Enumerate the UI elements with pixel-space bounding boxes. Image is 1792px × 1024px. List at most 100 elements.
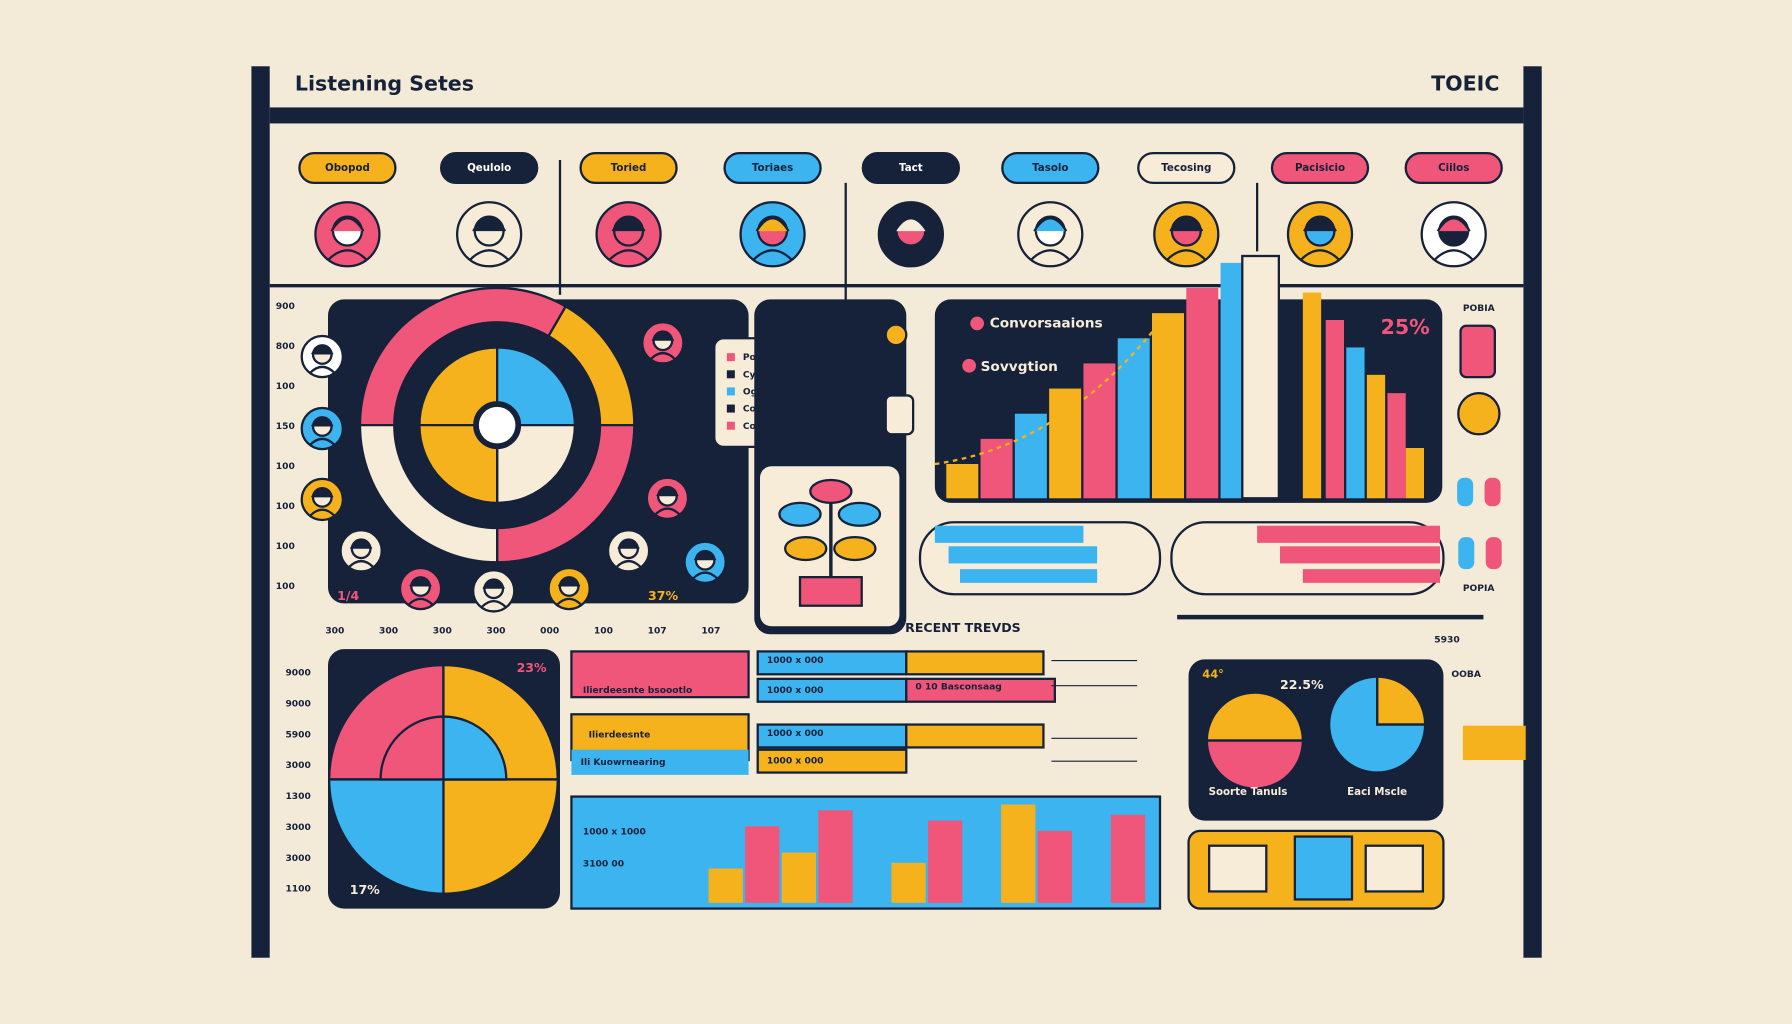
percent: 23%	[517, 660, 547, 675]
avatar-body	[309, 365, 336, 374]
bar	[980, 438, 1013, 499]
icon	[1207, 844, 1268, 893]
legend-swatch	[726, 421, 735, 430]
avatar-hair	[330, 217, 365, 232]
tab-label: Obopod	[325, 162, 370, 174]
tab	[440, 152, 539, 184]
table-cell	[905, 650, 1045, 676]
table-cell	[571, 749, 749, 775]
pie-segment	[496, 424, 577, 505]
avatar-body	[407, 597, 434, 606]
legend-swatch	[726, 353, 735, 362]
tab	[723, 152, 822, 184]
tab	[1137, 152, 1236, 184]
brand: TOEIC	[1431, 72, 1499, 96]
progress	[948, 546, 1098, 564]
star	[884, 323, 908, 347]
avatar-hair	[557, 577, 581, 588]
leaf	[784, 536, 828, 562]
tab	[298, 152, 397, 184]
series-label: Convorsaaions	[990, 315, 1103, 331]
y-tick-label: 100	[276, 502, 295, 512]
percent: 44°	[1202, 667, 1224, 681]
x-tick-label: 300	[486, 626, 505, 636]
pie-label: Soorte Tanuls	[1209, 786, 1288, 798]
table-cell	[756, 748, 908, 774]
percent: 22.5%	[1280, 677, 1324, 692]
trend-line	[934, 321, 1161, 466]
progress	[1257, 525, 1440, 543]
bar	[946, 464, 979, 499]
leaf	[833, 536, 877, 562]
bar	[1152, 313, 1184, 499]
bar	[708, 868, 743, 903]
avatar-hair	[893, 217, 928, 232]
pie-segment	[358, 424, 499, 564]
pie-segment	[418, 424, 499, 505]
y-tick-label: 3000	[285, 823, 310, 833]
avatar-body	[649, 352, 677, 361]
bar	[1110, 814, 1146, 903]
bar	[1049, 388, 1082, 499]
dot	[970, 316, 984, 331]
avatar-body	[752, 249, 793, 261]
tab	[579, 152, 678, 184]
progress	[934, 525, 1084, 543]
y-tick-label: 100	[276, 382, 295, 392]
avatar-hair	[693, 550, 717, 561]
tab-label: Tecosing	[1161, 162, 1211, 174]
icon	[1457, 391, 1501, 436]
fraction: 1/4	[337, 588, 359, 603]
table-text: 1000 x 000	[767, 656, 824, 666]
y-tick-label: 5900	[285, 730, 310, 740]
bar	[781, 852, 816, 903]
legend-swatch	[726, 404, 735, 413]
avatar-hair	[472, 217, 507, 232]
x-tick-label: 000	[540, 626, 559, 636]
series-label: Sovvgtion	[981, 359, 1058, 375]
avatar-hair	[651, 331, 675, 342]
bar	[1302, 292, 1322, 499]
tab	[1001, 152, 1100, 184]
icon	[1484, 477, 1501, 507]
avatar-body	[615, 560, 642, 569]
avatar-hair	[755, 217, 790, 232]
bar	[854, 836, 890, 903]
icon	[1459, 324, 1496, 379]
avatar-body	[309, 508, 336, 517]
avatar-hair	[482, 579, 505, 590]
y-tick-label: 100	[276, 462, 295, 472]
bar	[891, 862, 926, 903]
avatar-hair	[349, 539, 373, 550]
leaf	[837, 501, 882, 527]
pot	[798, 576, 863, 607]
tab-label: Tasolo	[1032, 162, 1068, 174]
avatar-body	[608, 249, 649, 261]
tag: OOBA	[1451, 670, 1481, 680]
y-tick-label: 1300	[285, 792, 310, 802]
y-tick-label: 150	[276, 422, 295, 432]
avatar-body	[691, 571, 719, 580]
bar	[1405, 448, 1424, 499]
pie-segment	[1328, 675, 1427, 774]
percent: 17%	[350, 882, 380, 897]
bar	[1037, 830, 1072, 903]
bar	[1014, 413, 1047, 499]
bar	[964, 846, 999, 903]
table-cell	[905, 677, 1056, 703]
avatar-body	[347, 560, 375, 569]
tab-label: Toried	[611, 162, 647, 174]
y-tick-label: 100	[276, 542, 295, 552]
table-text: Ilierdeesnte	[589, 730, 651, 740]
icon	[1485, 537, 1502, 570]
trend-label: 3100 00	[583, 860, 624, 870]
avatar-body	[890, 249, 931, 261]
pie-segment	[418, 346, 499, 427]
avatar-hair	[611, 217, 646, 232]
y-tick-label: 1100	[285, 885, 310, 895]
bar	[745, 826, 780, 903]
avatar-hair	[311, 417, 334, 428]
bar	[928, 820, 963, 903]
